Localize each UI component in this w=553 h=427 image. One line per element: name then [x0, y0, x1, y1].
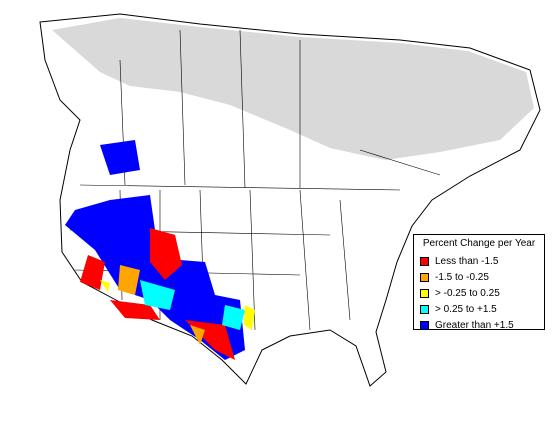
legend-item: Less than -1.5: [414, 253, 544, 269]
legend-title: Percent Change per Year: [422, 238, 536, 249]
legend-item: Greater than +1.5: [414, 317, 544, 333]
legend-swatch: [420, 320, 429, 330]
legend-label: Greater than +1.5: [435, 319, 514, 331]
no-data-region: [52, 18, 534, 160]
legend-label: > -0.25 to 0.25: [435, 287, 500, 299]
legend-swatch: [420, 272, 429, 282]
legend-items: Less than -1.5 -1.5 to -0.25 > -0.25 to 0.…: [414, 253, 544, 333]
data-cells: [65, 140, 255, 360]
legend-label: Less than -1.5: [435, 255, 499, 267]
legend-label: -1.5 to -0.25: [435, 271, 489, 283]
legend: Percent Change per Year Less than -1.5 -1…: [413, 234, 545, 333]
legend-swatch: [420, 304, 429, 314]
legend-label: > 0.25 to +1.5: [435, 303, 497, 315]
legend-item: > 0.25 to +1.5: [414, 301, 544, 317]
legend-item: -1.5 to -0.25: [414, 269, 544, 285]
legend-swatch: [420, 288, 429, 298]
legend-item: > -0.25 to 0.25: [414, 285, 544, 301]
legend-swatch: [420, 256, 429, 266]
